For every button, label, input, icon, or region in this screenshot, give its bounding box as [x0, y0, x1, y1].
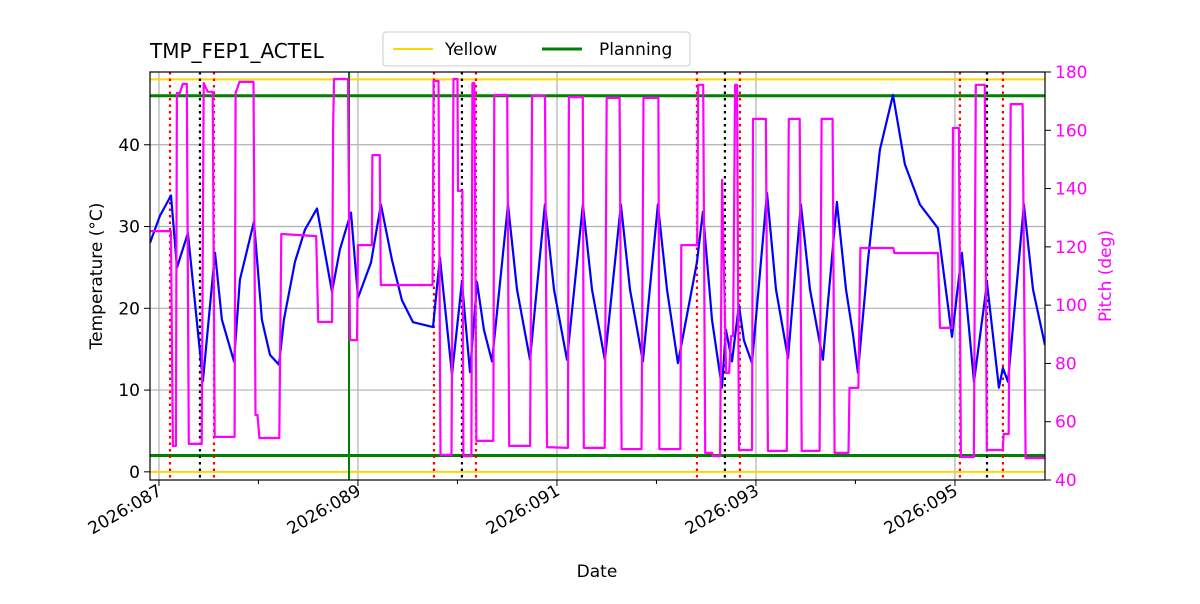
y2-axis-label: Pitch (deg) [1096, 230, 1116, 322]
y2-tick-label: 180 [1055, 63, 1087, 83]
x-tick-label: 2026:095 [881, 481, 962, 539]
y2-tick-label: 100 [1055, 296, 1087, 316]
x-tick-label: 2026:087 [85, 481, 166, 539]
x-tick-label: 2026:091 [483, 481, 564, 539]
x-tick-label: 2026:089 [284, 481, 365, 539]
y-tick-label: 30 [118, 218, 140, 238]
plot-frame [149, 71, 1046, 481]
chart-title: TMP_FEP1_ACTEL [149, 39, 325, 63]
y2-tick-label: 140 [1055, 180, 1087, 200]
event-lines [168, 72, 1005, 480]
limit-lines [150, 78, 1045, 473]
y-axis-label: Temperature (°C) [87, 203, 107, 351]
legend-box [382, 31, 691, 67]
x-axis-label: Date [577, 562, 618, 582]
y2-tick-label: 80 [1055, 354, 1077, 374]
y-tick-label: 0 [129, 463, 140, 483]
series [150, 77, 1045, 460]
y-tick-label: 20 [118, 299, 140, 319]
y2-tick-label: 160 [1055, 121, 1087, 141]
legend-label-yellow: Yellow [444, 40, 497, 60]
grid [150, 72, 1045, 480]
y2-tick-label: 60 [1055, 413, 1077, 433]
legend-label-planning: Planning [599, 40, 672, 60]
y-tick-label: 10 [118, 381, 140, 401]
pitch-series-line [150, 77, 1045, 460]
y2-tick-label: 40 [1055, 471, 1077, 491]
y2-tick-label: 120 [1055, 238, 1087, 258]
legend: Yellow Planning [382, 31, 691, 67]
y-tick-label: 40 [118, 136, 140, 156]
x-tick-label: 2026:093 [682, 481, 763, 539]
temperature-series-line [150, 93, 1045, 389]
